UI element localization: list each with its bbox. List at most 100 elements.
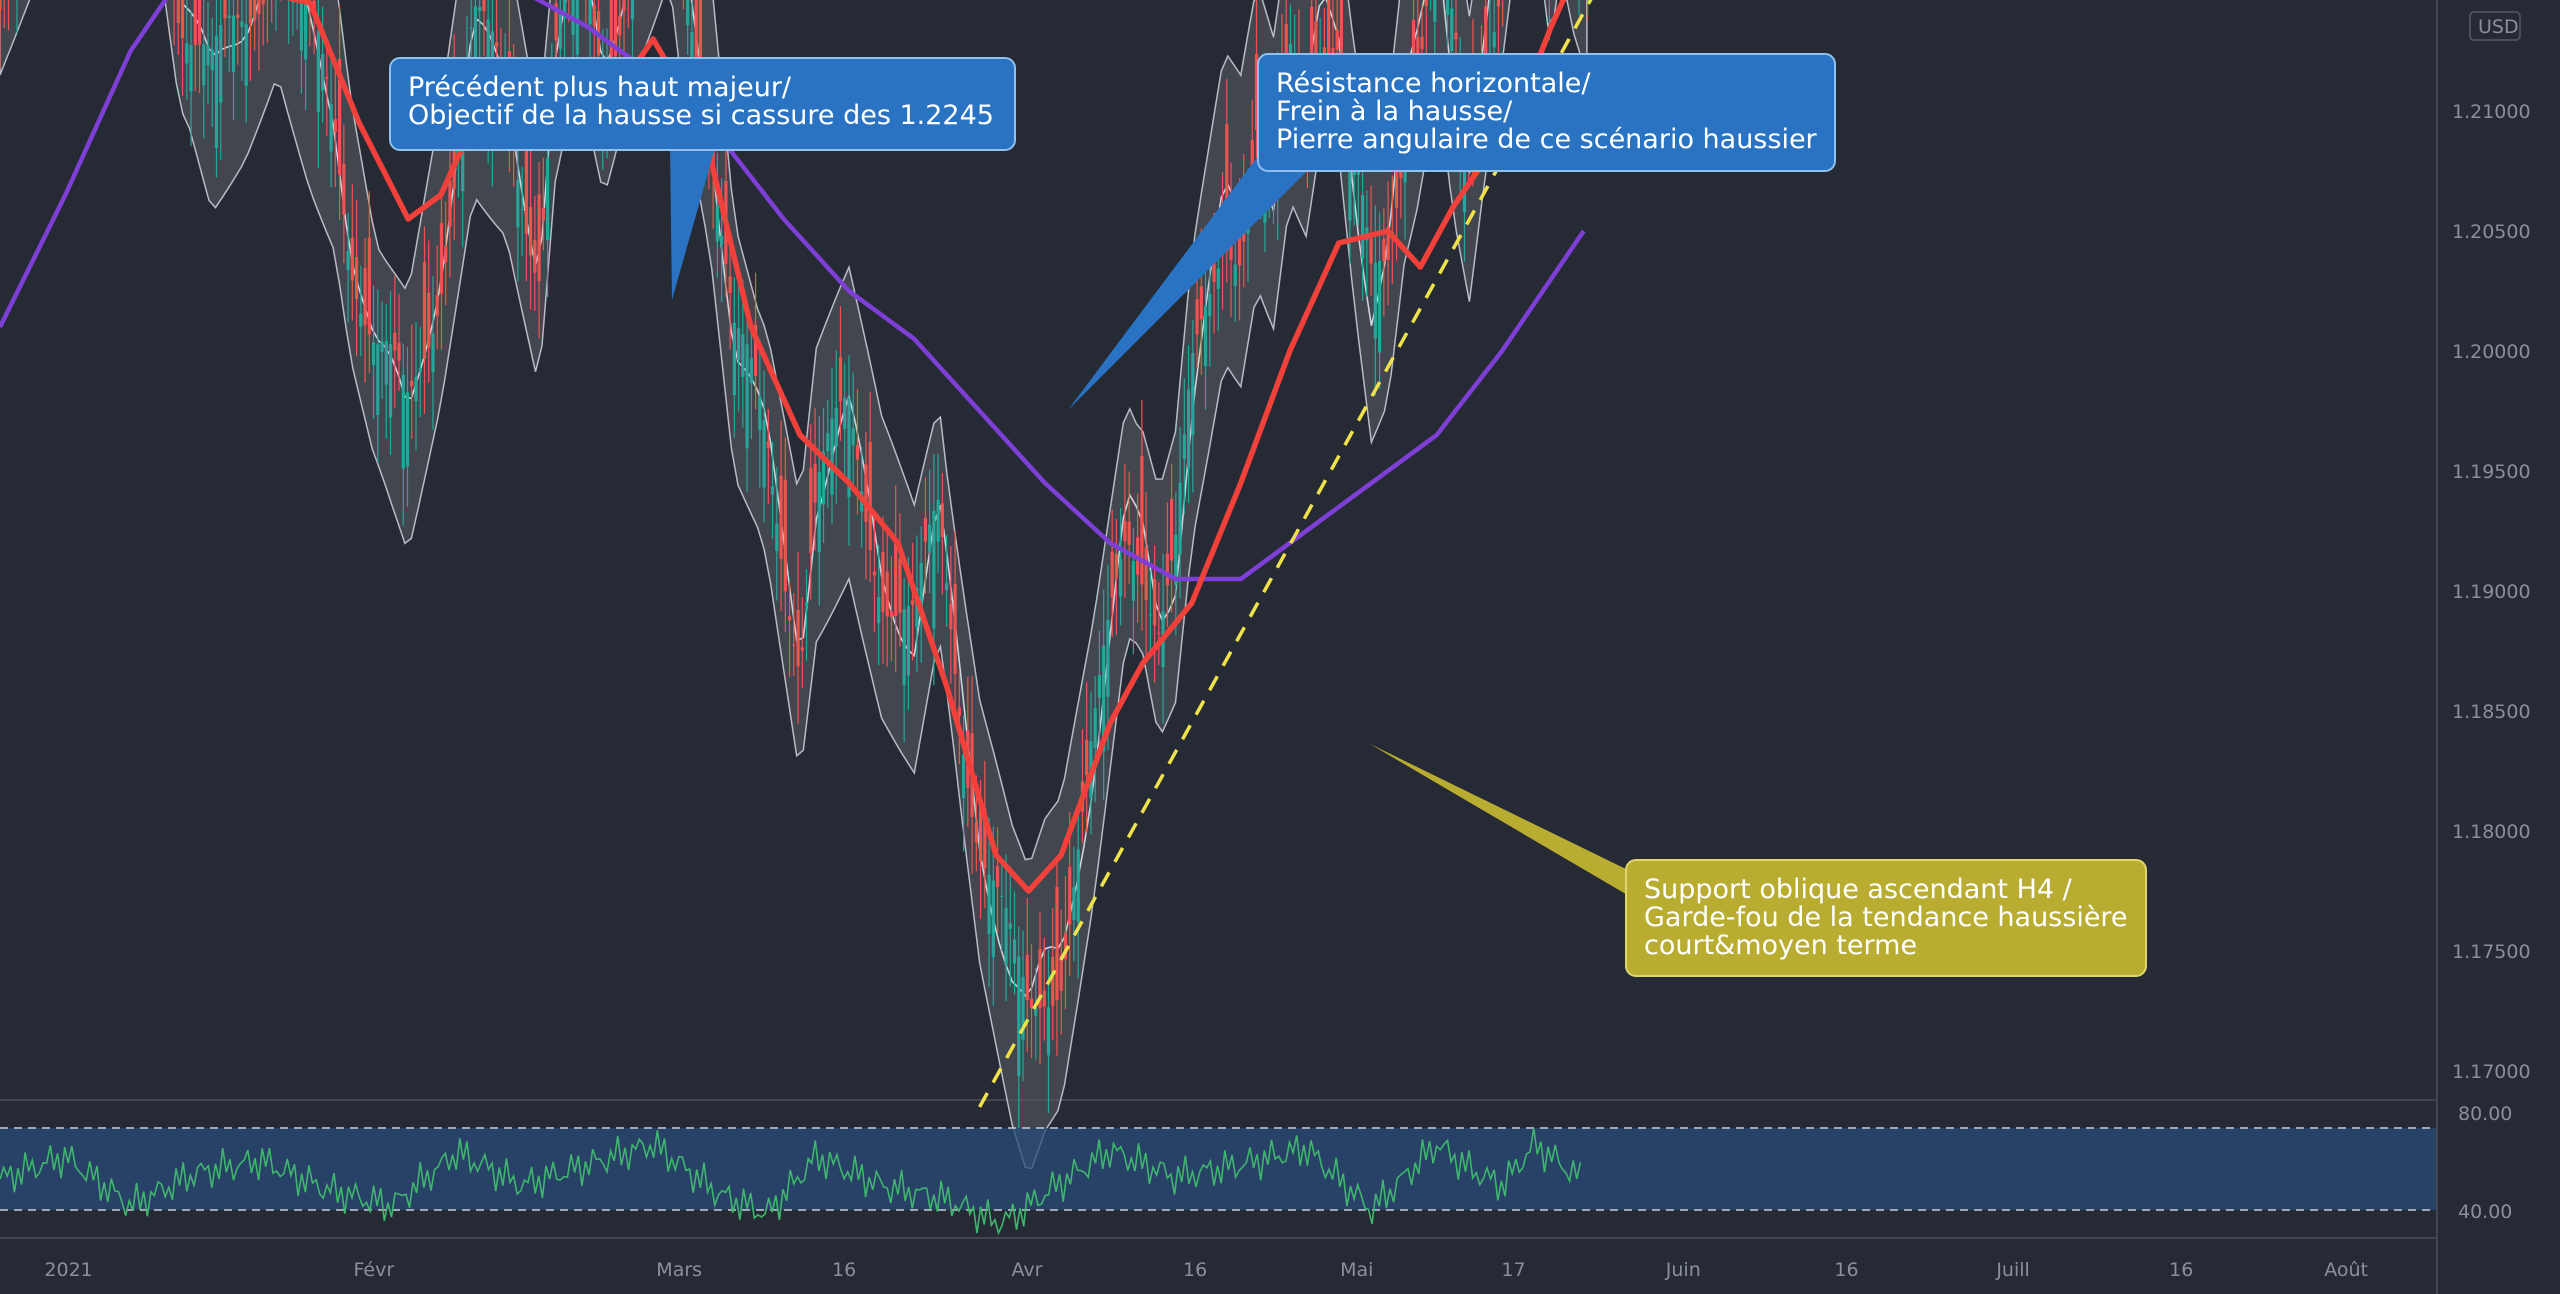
- candle-body: [1157, 632, 1161, 634]
- candle-body: [758, 396, 762, 431]
- y-tick-label: 1.17000: [2452, 1061, 2531, 1083]
- x-tick-label: 16: [832, 1259, 856, 1281]
- candle-body: [987, 874, 991, 934]
- callout-support-text: Support oblique ascendant H4 /: [1644, 874, 2073, 905]
- candle-body: [618, 16, 622, 36]
- fast-moving-average-line: [286, 0, 1567, 894]
- candle-body: [1492, 32, 1496, 48]
- candle-body: [1042, 990, 1046, 1007]
- candle-body: [1153, 579, 1157, 626]
- candle-body: [1000, 896, 1004, 898]
- candle-body: [236, 14, 240, 19]
- candle-body: [1004, 907, 1008, 965]
- y-tick-label: 1.20000: [2452, 341, 2531, 363]
- candle-body: [397, 342, 401, 361]
- x-tick-label: Mai: [1340, 1259, 1373, 1281]
- candle-body: [881, 551, 885, 612]
- candle-body: [1114, 553, 1119, 578]
- rsi-tick-label: 40.00: [2458, 1201, 2512, 1223]
- rsi-panel: [0, 1127, 2437, 1236]
- candle-body: [609, 0, 613, 73]
- candle-body: [562, 0, 567, 19]
- candle-body: [1195, 299, 1199, 335]
- candle-body: [1174, 534, 1178, 586]
- rsi-tick-label: 80.00: [2458, 1103, 2512, 1125]
- x-tick-label: Juill: [1995, 1259, 2029, 1281]
- candle-body: [1038, 949, 1042, 1009]
- candle-body: [961, 754, 966, 799]
- candle-body: [414, 376, 418, 402]
- candle-body: [792, 644, 796, 646]
- candle-body: [847, 397, 851, 498]
- candle-body: [872, 571, 877, 576]
- callout-support-box: [1625, 859, 2147, 977]
- candle-body: [1097, 675, 1102, 698]
- candle-body: [231, 15, 236, 73]
- candle-body: [1331, 48, 1335, 56]
- candle-body: [1131, 561, 1135, 601]
- candle-body: [469, 27, 473, 29]
- moving-averages: [0, 0, 1586, 894]
- candle-body: [1068, 866, 1072, 925]
- candle-body: [401, 374, 405, 469]
- candle-body: [473, 6, 478, 65]
- x-tick-label: 16: [2169, 1259, 2193, 1281]
- candle-body: [945, 583, 949, 591]
- candle-body: [787, 616, 792, 621]
- candle-body: [448, 180, 452, 227]
- price-axis-bg: [2437, 0, 2560, 1294]
- candle-body: [957, 707, 961, 717]
- callout-resistance-pointer: [1068, 140, 1310, 410]
- candle-body: [762, 420, 766, 488]
- candle-body: [1369, 238, 1373, 264]
- candle-body: [715, 205, 719, 242]
- candle-body: [1144, 547, 1148, 600]
- candle-body: [978, 808, 983, 862]
- candle-body: [418, 368, 422, 373]
- candle-body: [444, 245, 448, 263]
- candle-body: [588, 0, 592, 25]
- candle-body: [210, 50, 214, 71]
- candle-body: [1051, 956, 1055, 1006]
- candle-body: [1424, 0, 1428, 6]
- candle-body: [558, 13, 562, 49]
- candle-body: [1484, 6, 1488, 73]
- rsi-line: [0, 1128, 1582, 1236]
- candle-body: [176, 0, 180, 24]
- candle-body: [354, 257, 359, 300]
- candle-body: [630, 0, 635, 20]
- candle-body: [1339, 0, 1343, 63]
- candle-body: [1496, 0, 1501, 7]
- candle-body: [694, 0, 698, 66]
- candle-body: [690, 32, 694, 59]
- callout-previous-high-text: Précédent plus haut majeur/: [408, 72, 792, 103]
- x-tick-label: Févr: [354, 1259, 395, 1281]
- candle-body: [906, 606, 911, 676]
- candle-body: [482, 0, 486, 12]
- callout-support-pointer: [1370, 744, 1636, 900]
- candle-body: [1046, 1007, 1051, 1056]
- candle-body: [889, 611, 894, 618]
- candle-body: [737, 328, 741, 361]
- candle-body: [1165, 553, 1169, 586]
- candle-body: [388, 344, 393, 418]
- y-tick-label: 1.21000: [2452, 101, 2531, 123]
- candle-body: [439, 222, 444, 294]
- candle-body: [1119, 559, 1123, 597]
- candle-body: [1199, 286, 1203, 320]
- candle-body: [1017, 956, 1021, 1077]
- candle-body: [804, 602, 809, 607]
- candle-body: [1072, 887, 1076, 920]
- candle-body: [1102, 645, 1106, 752]
- candle-body: [940, 503, 944, 538]
- candle-body: [478, 6, 482, 12]
- candle-body: [1335, 29, 1339, 50]
- candle-body: [766, 441, 770, 449]
- candle-body: [342, 163, 346, 215]
- candle-body: [427, 292, 431, 348]
- candle-body: [1093, 708, 1097, 748]
- candle-body: [1327, 0, 1331, 59]
- candle-body: [537, 194, 541, 282]
- candle-body: [1254, 54, 1259, 130]
